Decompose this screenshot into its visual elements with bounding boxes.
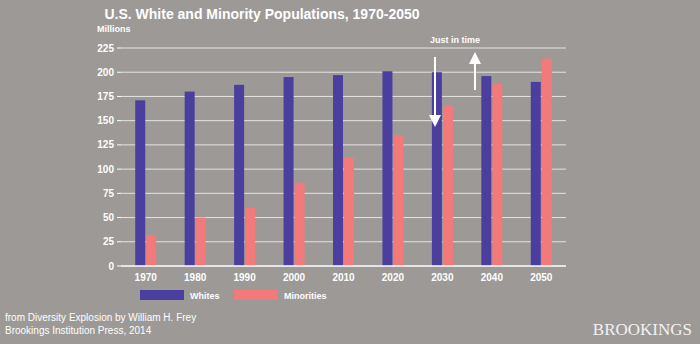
arrow-shaft [434, 57, 436, 117]
tick-mark [117, 169, 121, 170]
tick-mark [117, 96, 121, 97]
bar [432, 72, 442, 266]
category-label: 1980 [184, 272, 207, 283]
tick-label: 100 [97, 164, 114, 175]
category-label: 2000 [283, 272, 306, 283]
bar [542, 59, 552, 266]
bar [344, 157, 354, 266]
bar [135, 100, 145, 266]
tick-mark [117, 120, 121, 121]
legend-swatch [140, 290, 184, 300]
source: Brookings Institution Press, 2014 [5, 325, 152, 336]
bar [185, 92, 195, 266]
background [0, 0, 700, 344]
arrow-head [429, 115, 441, 127]
tick-mark [117, 241, 121, 242]
category-label: 1990 [233, 272, 256, 283]
annotation: Just in time [430, 35, 480, 45]
bar [295, 183, 305, 266]
tick-mark [117, 193, 121, 194]
bar [245, 208, 255, 266]
bar [492, 84, 502, 266]
arrow-shaft [474, 62, 476, 90]
bar [196, 218, 206, 266]
bar [393, 135, 403, 266]
source: from Diversity Explosion by William H. F… [5, 312, 196, 323]
category-label: 2020 [382, 272, 405, 283]
category-label: 2050 [530, 272, 553, 283]
bar [234, 85, 244, 266]
grid-line [121, 72, 566, 73]
tick-label: 0 [108, 261, 114, 272]
category-label: 2040 [481, 272, 504, 283]
tick-label: 25 [103, 236, 115, 247]
category-label: 2030 [431, 272, 454, 283]
tick-label: 225 [97, 43, 114, 54]
bar [284, 77, 294, 266]
y-label: Millions [97, 24, 131, 34]
bar [481, 76, 491, 266]
bar [333, 75, 343, 266]
title: U.S. White and Minority Populations, 197… [104, 6, 419, 22]
x-axis [121, 265, 566, 267]
bars [135, 59, 552, 266]
bar [531, 82, 541, 266]
tick-mark [117, 48, 121, 49]
tick-label: 125 [97, 139, 114, 150]
tick-label: 175 [97, 91, 114, 102]
bar [146, 235, 156, 266]
category-label: 2010 [332, 272, 355, 283]
category-label: 1970 [135, 272, 158, 283]
tick-label: 200 [97, 67, 114, 78]
legend-swatch [234, 290, 278, 300]
tick-label: 150 [97, 115, 114, 126]
arrow-head [469, 52, 481, 64]
logo: BROOKINGS [593, 320, 692, 339]
bar [382, 71, 392, 266]
legend-label: Minorities [284, 291, 327, 301]
tick-mark [117, 144, 121, 145]
tick-mark [117, 266, 121, 267]
tick-label: 50 [103, 212, 115, 223]
chart: U.S. White and Minority Populations, 197… [0, 0, 700, 344]
tick-mark [117, 217, 121, 218]
tick-label: 75 [103, 188, 115, 199]
tick-mark [117, 72, 121, 73]
legend-label: Whites [190, 291, 220, 301]
grid-line [121, 48, 566, 49]
bar [443, 105, 453, 266]
